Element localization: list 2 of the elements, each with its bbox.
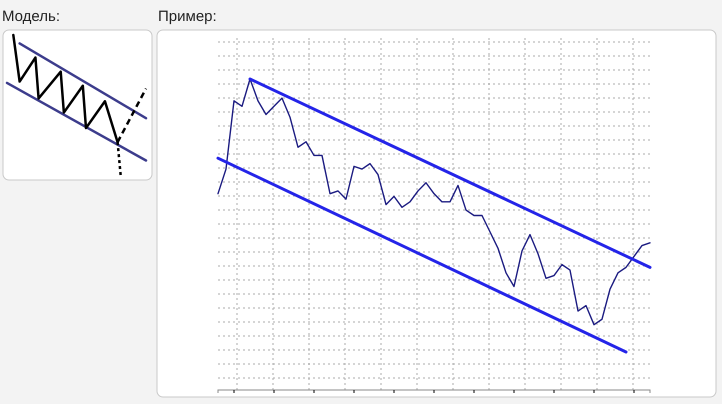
chart-title: Модель: (2, 8, 60, 25)
chart-title: Пример: (158, 8, 217, 25)
